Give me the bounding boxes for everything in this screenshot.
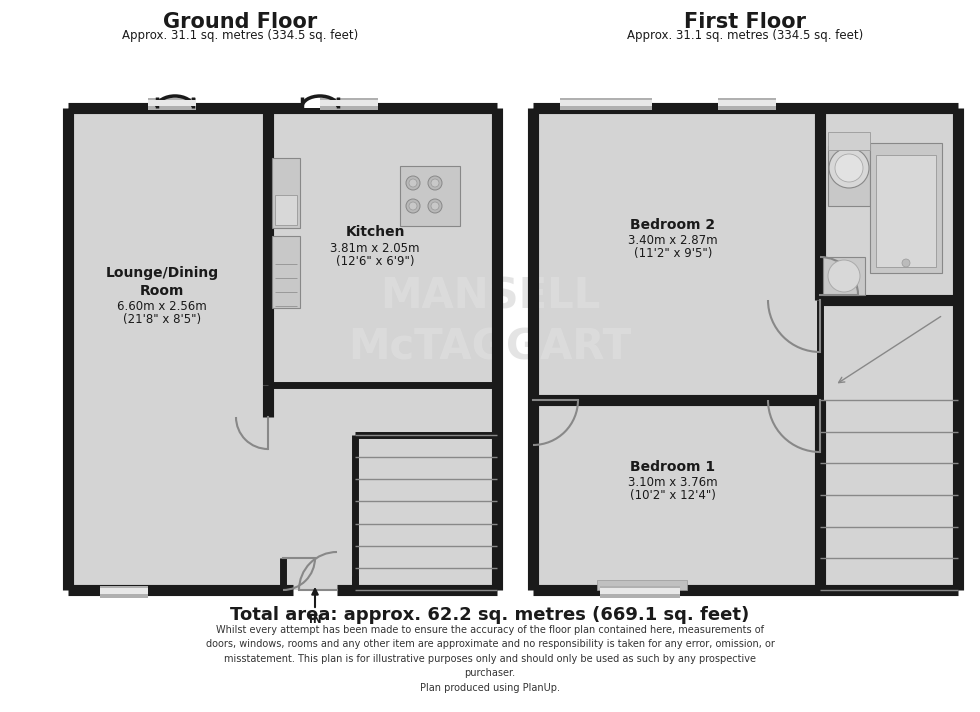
Bar — [272, 236, 300, 308]
Text: 3.40m x 2.87m: 3.40m x 2.87m — [628, 234, 717, 248]
Bar — [148, 98, 196, 110]
Bar — [100, 586, 148, 598]
Bar — [275, 195, 297, 225]
Circle shape — [431, 202, 439, 210]
Bar — [68, 108, 497, 590]
Text: Kitchen: Kitchen — [345, 225, 405, 239]
Circle shape — [428, 199, 442, 213]
Bar — [272, 158, 300, 228]
Text: Whilst every attempt has been made to ensure the accuracy of the floor plan cont: Whilst every attempt has been made to en… — [206, 625, 774, 693]
Bar — [157, 86, 193, 108]
Text: 3.10m x 3.76m: 3.10m x 3.76m — [628, 476, 717, 490]
Bar — [100, 588, 148, 594]
Bar — [718, 100, 776, 106]
Circle shape — [406, 176, 420, 190]
Circle shape — [828, 260, 860, 292]
Text: Bedroom 2: Bedroom 2 — [630, 218, 715, 232]
Text: Approx. 31.1 sq. metres (334.5 sq. feet): Approx. 31.1 sq. metres (334.5 sq. feet) — [122, 29, 358, 42]
Text: Lounge/Dining
Room: Lounge/Dining Room — [106, 266, 219, 298]
Circle shape — [409, 179, 417, 187]
Text: 3.81m x 2.05m: 3.81m x 2.05m — [330, 243, 419, 256]
Bar — [400, 166, 460, 226]
Bar — [320, 100, 378, 106]
Text: First Floor: First Floor — [684, 12, 806, 32]
Bar — [823, 257, 865, 295]
Text: Ground Floor: Ground Floor — [163, 12, 318, 32]
Bar — [600, 588, 680, 594]
Bar — [828, 146, 870, 206]
Bar — [597, 580, 687, 590]
Bar — [876, 155, 936, 267]
Circle shape — [428, 176, 442, 190]
Text: MANSELL
McTAGGART: MANSELL McTAGGART — [349, 275, 631, 369]
Circle shape — [829, 148, 869, 188]
Text: 6.60m x 2.56m: 6.60m x 2.56m — [118, 300, 207, 313]
Text: (10'2" x 12'4"): (10'2" x 12'4") — [630, 490, 716, 503]
Text: IN: IN — [309, 615, 321, 625]
Bar — [320, 98, 378, 110]
Text: Bedroom 1: Bedroom 1 — [630, 460, 715, 474]
Text: (21'8" x 8'5"): (21'8" x 8'5") — [122, 313, 201, 327]
Text: Approx. 31.1 sq. metres (334.5 sq. feet): Approx. 31.1 sq. metres (334.5 sq. feet) — [627, 29, 863, 42]
Bar — [828, 132, 870, 150]
Bar — [718, 98, 776, 110]
Bar — [560, 98, 652, 110]
Bar — [533, 108, 958, 590]
Bar — [870, 143, 942, 273]
Bar — [600, 586, 680, 598]
Circle shape — [409, 202, 417, 210]
Bar — [560, 100, 652, 106]
Circle shape — [835, 154, 863, 182]
Circle shape — [406, 199, 420, 213]
Text: (12'6" x 6'9"): (12'6" x 6'9") — [336, 256, 415, 268]
Bar — [148, 100, 196, 106]
Text: Total area: approx. 62.2 sq. metres (669.1 sq. feet): Total area: approx. 62.2 sq. metres (669… — [230, 606, 750, 624]
Text: (11'2" x 9'5"): (11'2" x 9'5") — [634, 248, 712, 261]
Bar — [302, 86, 338, 108]
Circle shape — [902, 259, 910, 267]
Circle shape — [431, 179, 439, 187]
